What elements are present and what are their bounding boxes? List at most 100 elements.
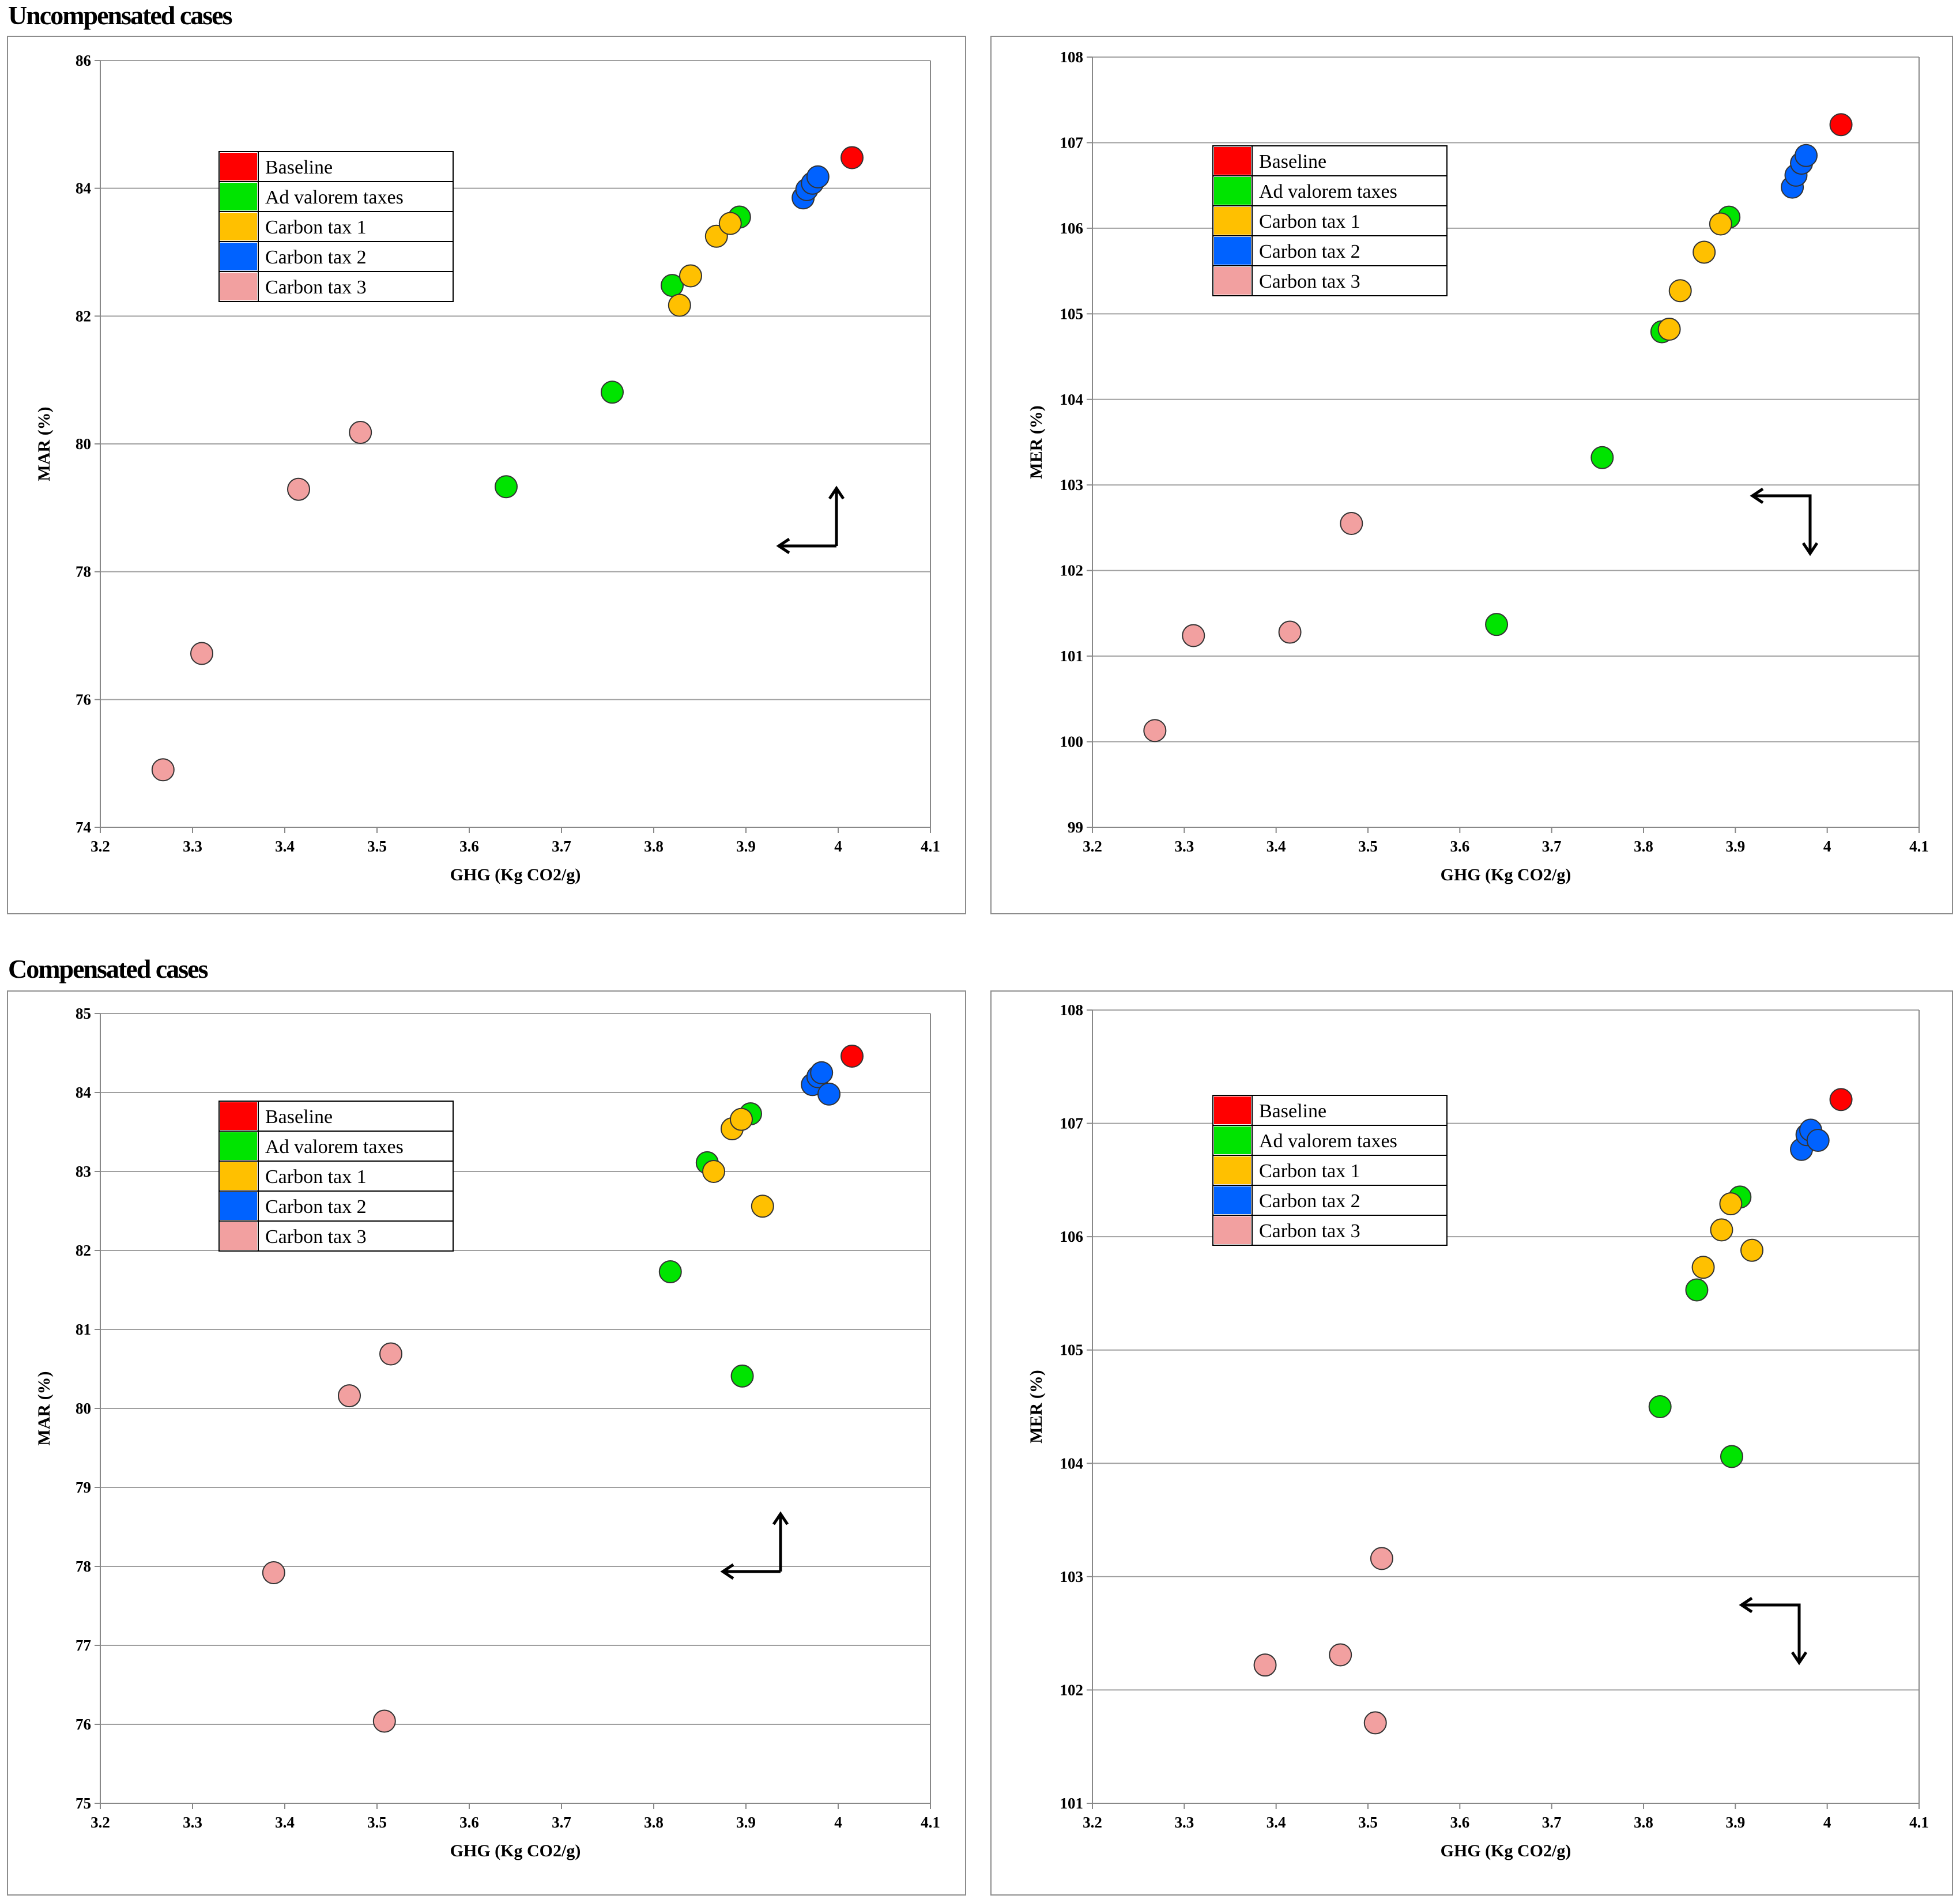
x-tick-label: 3.7: [552, 1814, 571, 1831]
x-tick-label: 3.8: [1634, 838, 1653, 855]
chart-panel-compensated-mer: 101 102 103 104 105 106 107 108 3.2 3.3 3.4 3.5 3.6 3…: [990, 990, 1953, 1896]
legend-swatch: [220, 1132, 257, 1160]
data-point-carbon-tax-3: [190, 642, 213, 665]
y-tick-label: 102: [1060, 1681, 1084, 1698]
x-tick-label: 3.7: [1542, 838, 1562, 855]
data-point-carbon-tax-3: [372, 1709, 396, 1733]
data-point-carbon-tax-3: [1253, 1653, 1277, 1677]
x-tick-label: 3.5: [367, 1814, 387, 1831]
x-tick-label: 4: [1823, 1814, 1831, 1831]
data-point-ad-valorem-taxes: [1648, 1395, 1672, 1418]
data-point-carbon-tax-1: [1657, 318, 1681, 341]
legend-swatch: [1214, 147, 1251, 175]
legend-label: Carbon tax 1: [265, 1166, 367, 1188]
data-point-carbon-tax-1: [751, 1195, 774, 1218]
scatter-chart-svg: 74 76 78 80 82 84 86 3.2 3.3 3.4 3.5 3.6 3.7 3.8 3.9 4 4…: [35, 52, 940, 884]
y-axis-title: MAR (%): [35, 406, 54, 481]
scatter-chart-svg: 101 102 103 104 105 106 107 108 3.2 3.3 3.4 3.5 3.6 3…: [1027, 1001, 1929, 1860]
y-tick-label: 107: [1060, 1115, 1084, 1132]
data-point-carbon-tax-3: [287, 477, 310, 501]
legend-swatch: [220, 153, 257, 180]
legend-swatch: [220, 183, 257, 210]
data-point-carbon-tax-2: [810, 1061, 834, 1084]
data-point-baseline: [1829, 113, 1853, 137]
y-tick-label: 101: [1060, 1795, 1084, 1812]
y-tick-label: 108: [1060, 48, 1084, 66]
legend: Baseline Ad valorem taxes Carbon tax 1 Carb…: [218, 1101, 454, 1252]
direction-arrow-icon: [1739, 1596, 1808, 1666]
x-tick-label: 3.3: [1174, 838, 1194, 855]
x-tick-label: 3.6: [1450, 838, 1469, 855]
x-tick-label: 4: [834, 1814, 842, 1831]
data-point-baseline: [840, 146, 864, 169]
x-tick-label: 3.9: [736, 838, 756, 855]
data-point-carbon-tax-1: [1710, 1218, 1733, 1242]
data-point-carbon-tax-2: [1806, 1129, 1830, 1152]
x-tick-label: 3.3: [183, 838, 202, 855]
legend-label: Carbon tax 1: [1259, 211, 1360, 232]
data-point-ad-valorem-taxes: [658, 1260, 682, 1283]
x-tick-label: 3.5: [1358, 1814, 1378, 1831]
legend-swatch: [1214, 177, 1251, 205]
y-tick-label: 77: [76, 1637, 91, 1654]
x-tick-label: 3.7: [1542, 1814, 1562, 1831]
y-tick-label: 83: [76, 1163, 91, 1180]
legend-label: Carbon tax 3: [1259, 271, 1360, 292]
data-point-ad-valorem-taxes: [495, 475, 518, 499]
scatter-chart-svg: 99 100 101 102 103 104 105 106 107 108 3.2 3.3 3.4 3.…: [1027, 48, 1929, 884]
data-point-carbon-tax-3: [338, 1384, 361, 1408]
legend-swatch: [220, 273, 257, 300]
data-point-ad-valorem-taxes: [1590, 446, 1614, 469]
data-point-carbon-tax-1: [730, 1107, 753, 1131]
x-tick-label: 4.1: [921, 838, 940, 855]
direction-arrow-icon: [1750, 487, 1819, 556]
x-tick-label: 3.8: [644, 1814, 664, 1831]
legend-swatch: [220, 243, 257, 270]
x-tick-label: 3.4: [1267, 1814, 1286, 1831]
y-tick-label: 106: [1060, 220, 1084, 237]
y-tick-label: 78: [76, 563, 91, 581]
x-tick-label: 4.1: [1909, 1814, 1929, 1831]
y-tick-label: 78: [76, 1558, 91, 1575]
y-tick-label: 103: [1060, 1568, 1084, 1585]
y-tick-label: 106: [1060, 1228, 1084, 1245]
x-tick-label: 4: [834, 838, 842, 855]
legend-label: Carbon tax 3: [1259, 1220, 1360, 1242]
data-point-ad-valorem-taxes: [730, 1364, 754, 1388]
data-point-carbon-tax-1: [1691, 1256, 1715, 1279]
x-tick-label: 3.3: [183, 1814, 202, 1831]
legend-label: Carbon tax 1: [265, 217, 367, 238]
data-point-carbon-tax-3: [262, 1561, 285, 1584]
legend-swatch: [220, 1222, 257, 1250]
y-axis-title: MAR (%): [35, 1371, 54, 1445]
x-tick-label: 3.2: [1083, 1814, 1102, 1831]
data-point-carbon-tax-1: [1719, 1192, 1743, 1216]
y-tick-label: 104: [1060, 391, 1084, 408]
y-tick-label: 84: [76, 180, 91, 197]
y-tick-label: 101: [1060, 647, 1084, 665]
legend-label: Ad valorem taxes: [1259, 181, 1397, 202]
legend-swatch: [1214, 1097, 1251, 1124]
legend-label: Carbon tax 2: [265, 1196, 367, 1218]
y-tick-label: 86: [76, 52, 91, 69]
y-tick-label: 104: [1060, 1455, 1084, 1472]
legend: Baseline Ad valorem taxes Carbon tax 1 Carb…: [218, 151, 454, 302]
x-tick-label: 3.2: [1083, 838, 1102, 855]
x-tick-label: 3.6: [459, 1814, 479, 1831]
y-tick-label: 103: [1060, 476, 1084, 493]
legend-label: Carbon tax 2: [1259, 1190, 1360, 1212]
y-tick-label: 74: [76, 819, 91, 836]
y-tick-label: 85: [76, 1005, 91, 1022]
data-point-carbon-tax-3: [349, 421, 372, 444]
legend-swatch: [1214, 1216, 1251, 1244]
legend-label: Carbon tax 3: [265, 277, 367, 298]
x-tick-label: 3.6: [459, 838, 479, 855]
data-point-carbon-tax-1: [718, 212, 742, 235]
data-point-carbon-tax-3: [1340, 512, 1363, 536]
legend-label: Ad valorem taxes: [1259, 1131, 1397, 1152]
legend-swatch: [220, 1162, 257, 1190]
legend-label: Baseline: [1259, 151, 1326, 172]
data-point-carbon-tax-3: [1278, 620, 1302, 644]
x-tick-label: 4.1: [921, 1814, 940, 1831]
data-point-carbon-tax-3: [151, 758, 175, 782]
